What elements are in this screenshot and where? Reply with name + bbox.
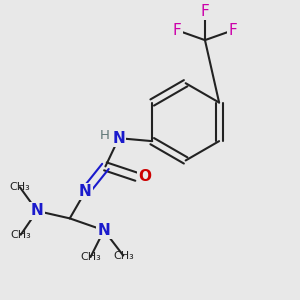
Text: F: F [228, 23, 237, 38]
Text: N: N [98, 223, 110, 238]
Text: N: N [31, 203, 44, 218]
Text: N: N [79, 184, 92, 199]
Text: CH₃: CH₃ [11, 230, 31, 240]
Text: H: H [100, 129, 110, 142]
Text: CH₃: CH₃ [80, 252, 101, 262]
Text: N: N [112, 131, 125, 146]
Text: CH₃: CH₃ [10, 182, 30, 192]
Text: F: F [201, 4, 209, 19]
Text: CH₃: CH₃ [113, 250, 134, 260]
Text: F: F [173, 23, 182, 38]
Text: O: O [138, 169, 152, 184]
